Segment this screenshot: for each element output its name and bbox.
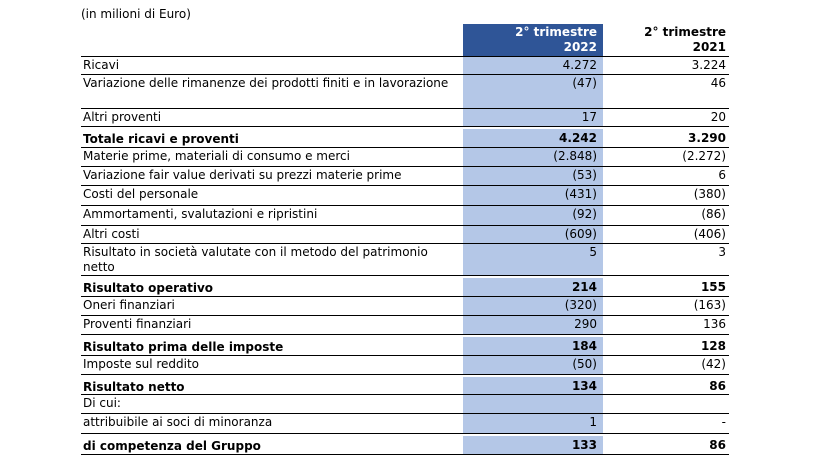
value-q2-2022: 214 [463,278,603,296]
header-q2-2022-line2: 2022 [563,40,597,54]
value-q2-2021: 3.224 [691,58,726,72]
value-q2-2022: (92) [463,206,603,225]
value-q2-2022 [463,395,603,413]
table-row: Risultato operativo 214 155 [81,276,729,297]
row-label: Risultato in società valutate con il met… [83,245,428,274]
table-row: Di cui: [81,395,729,414]
value-q2-2021: (380) [693,187,726,201]
table-row: Imposte sul reddito (50) (42) [81,356,729,375]
table-row: Risultato netto 134 86 [81,375,729,395]
row-label: Totale ricavi e proventi [83,132,239,146]
value-q2-2022: 134 [463,377,603,394]
row-label: Imposte sul reddito [83,357,200,371]
table-row: Altri costi (609) (406) [81,226,729,244]
row-label: Altri costi [83,227,140,241]
row-label: Altri proventi [83,110,162,124]
value-q2-2022: 17 [463,109,603,126]
row-label: Risultato operativo [83,281,214,295]
unit-note: (in milioni di Euro) [81,7,191,21]
row-label: Ricavi [83,58,120,72]
header-q2-2021-line1: 2° trimestre [644,25,726,39]
row-label: Risultato prima delle imposte [83,340,284,354]
value-q2-2022: (50) [463,356,603,374]
table-row: Materie prime, materiali di consumo e me… [81,148,729,167]
table-row: Risultato in società valutate con il met… [81,244,729,276]
table-row: attribuibile ai soci di minoranza 1 - [81,414,729,434]
value-q2-2021: 128 [700,339,726,353]
value-q2-2021: 3.290 [688,131,726,145]
value-q2-2022: (47) [463,75,603,108]
table-row: Ammortamenti, svalutazioni e ripristini (… [81,206,729,226]
table-row: Proventi finanziari 290 136 [81,316,729,335]
table-row: di competenza del Gruppo 133 86 [81,434,729,455]
row-label: Risultato netto [83,380,185,394]
value-q2-2021: 6 [718,168,726,182]
row-label: Ammortamenti, svalutazioni e ripristini [83,207,318,221]
value-q2-2022: 4.272 [463,57,603,74]
value-q2-2022: (2.848) [463,148,603,166]
value-q2-2021: 20 [710,110,726,124]
value-q2-2022: 5 [463,244,603,275]
value-q2-2021: (2.272) [682,149,726,163]
value-q2-2022: (609) [463,226,603,243]
value-q2-2021 [603,395,729,413]
table-header: 2° trimestre 2022 2° trimestre 2021 [81,24,729,57]
value-q2-2021: 3 [718,245,726,259]
header-q2-2021-line2: 2021 [692,40,726,54]
row-label: Variazione delle rimanenze dei prodotti … [83,76,449,90]
value-q2-2021: (86) [701,207,726,221]
value-q2-2021: 155 [700,280,726,294]
value-q2-2021: 86 [709,379,726,393]
row-label: Di cui: [83,396,121,410]
value-q2-2022: (53) [463,167,603,185]
value-q2-2021: (42) [701,357,726,371]
income-statement-table: 2° trimestre 2022 2° trimestre 2021 Rica… [81,24,729,455]
header-q2-2022-line1: 2° trimestre [515,25,597,39]
row-label: attribuibile ai soci di minoranza [83,415,273,429]
value-q2-2021: 46 [710,76,726,90]
table-row: Totale ricavi e proventi 4.242 3.290 [81,127,729,148]
row-label: Oneri finanziari [83,298,175,312]
value-q2-2022: 184 [463,337,603,355]
header-q2-2022: 2° trimestre 2022 [463,24,603,56]
row-label: Materie prime, materiali di consumo e me… [83,149,350,163]
value-q2-2022: 133 [463,436,603,454]
table-row: Variazione delle rimanenze dei prodotti … [81,75,729,109]
table-body: Ricavi 4.272 3.224 Variazione delle rimanen… [81,57,729,455]
table-row: Costi del personale (431) (380) [81,186,729,206]
value-q2-2021: 86 [709,438,726,452]
table-row: Ricavi 4.272 3.224 [81,57,729,75]
value-q2-2021: (406) [693,227,726,241]
table-row: Variazione fair value derivati su prezzi… [81,167,729,186]
row-label: Proventi finanziari [83,317,192,331]
row-label: Variazione fair value derivati su prezzi… [83,168,402,182]
table-row: Risultato prima delle imposte 184 128 [81,335,729,356]
value-q2-2022: 290 [463,316,603,334]
table-row: Oneri finanziari (320) (163) [81,297,729,316]
table-row: Altri proventi 17 20 [81,109,729,127]
row-label: Costi del personale [83,187,199,201]
value-q2-2022: 1 [463,414,603,433]
value-q2-2021: (163) [693,298,726,312]
value-q2-2022: 4.242 [463,129,603,147]
value-q2-2021: - [721,415,726,429]
row-label: di competenza del Gruppo [83,439,261,453]
value-q2-2021: 136 [703,317,726,331]
value-q2-2022: (431) [463,186,603,205]
header-q2-2021: 2° trimestre 2021 [603,24,729,56]
value-q2-2022: (320) [463,297,603,315]
